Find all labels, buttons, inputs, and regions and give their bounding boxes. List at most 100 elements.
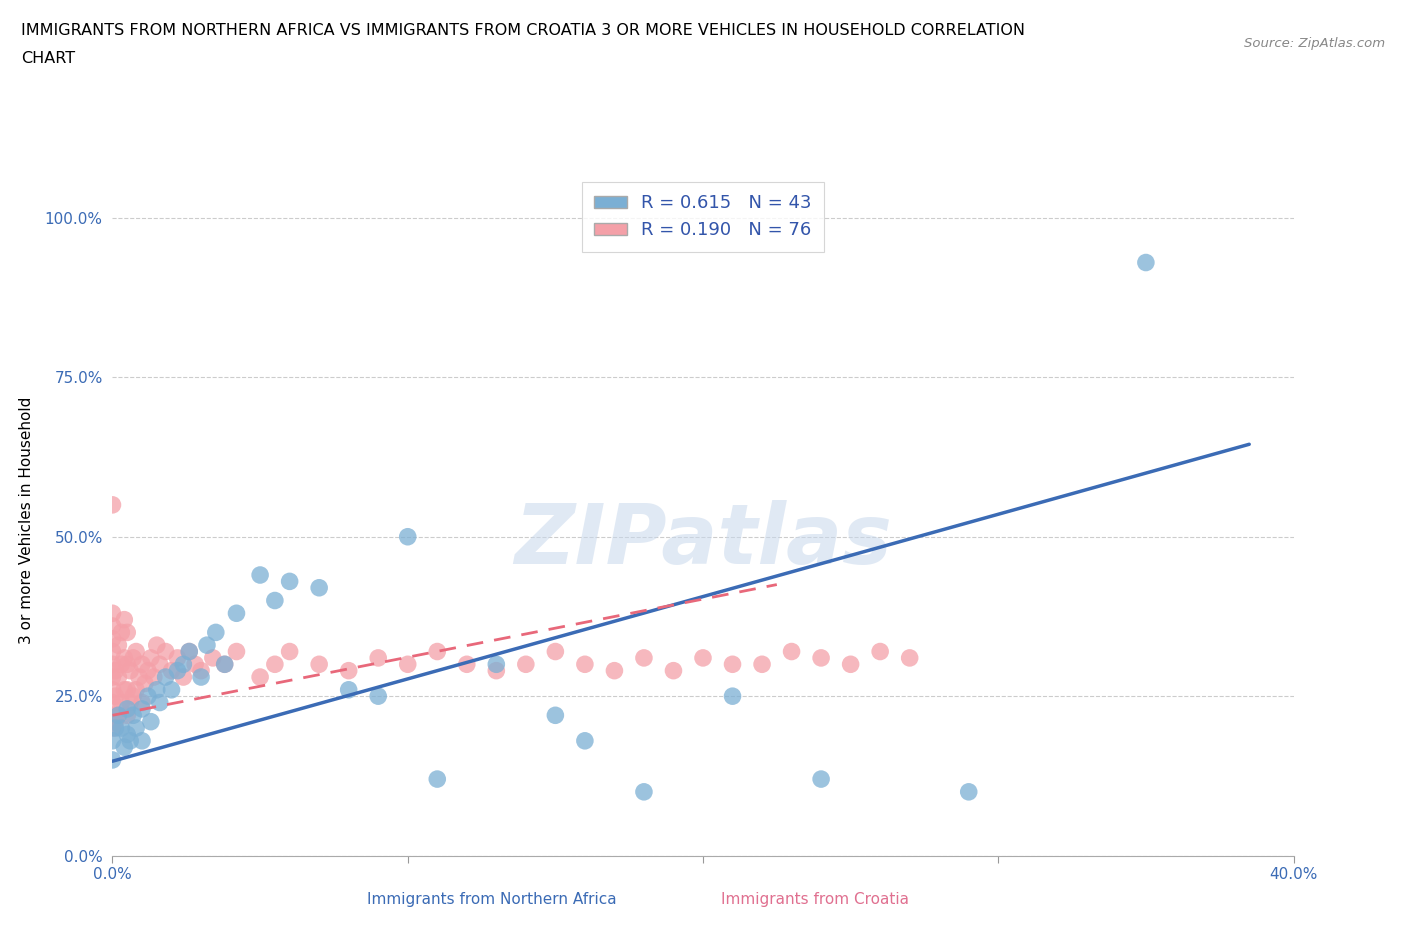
Point: [101, 618, 124, 633]
Point: [101, 734, 124, 749]
Point: [125, 644, 148, 659]
Point: [172, 657, 194, 671]
Point: [308, 580, 330, 595]
Point: [898, 650, 921, 665]
Point: [117, 625, 138, 640]
Point: [367, 650, 389, 665]
Point: [426, 644, 449, 659]
Point: [131, 701, 153, 716]
Point: [249, 670, 271, 684]
Point: [396, 657, 419, 671]
Point: [160, 683, 183, 698]
Point: [134, 676, 156, 691]
Point: [101, 670, 124, 684]
Point: [110, 695, 132, 710]
Point: [122, 650, 145, 665]
Point: [149, 657, 172, 671]
Text: Immigrants from Northern Africa: Immigrants from Northern Africa: [367, 892, 617, 907]
Point: [139, 714, 162, 729]
Point: [264, 657, 287, 671]
Text: Source: ZipAtlas.com: Source: ZipAtlas.com: [1244, 37, 1385, 50]
Point: [101, 721, 124, 736]
Point: [122, 689, 145, 704]
Point: [225, 644, 247, 659]
Point: [101, 683, 124, 698]
Point: [146, 638, 169, 653]
Point: [957, 784, 980, 799]
Point: [155, 644, 177, 659]
Point: [101, 631, 124, 646]
Point: [101, 657, 124, 671]
Point: [264, 593, 287, 608]
Point: [190, 670, 212, 684]
Point: [101, 708, 124, 723]
Point: [367, 689, 389, 704]
Point: [101, 498, 124, 512]
Point: [107, 670, 129, 684]
Point: [201, 650, 224, 665]
Point: [166, 650, 188, 665]
Point: [172, 670, 194, 684]
Point: [128, 670, 150, 684]
Point: [869, 644, 891, 659]
Point: [195, 638, 218, 653]
Text: CHART: CHART: [21, 51, 75, 66]
Point: [574, 657, 596, 671]
Point: [485, 663, 508, 678]
Point: [155, 670, 177, 684]
Point: [139, 650, 162, 665]
Legend: R = 0.615   N = 43, R = 0.190   N = 76: R = 0.615 N = 43, R = 0.190 N = 76: [582, 181, 824, 252]
Point: [107, 638, 129, 653]
Point: [112, 683, 135, 698]
Point: [426, 772, 449, 787]
Point: [692, 650, 714, 665]
Point: [603, 663, 626, 678]
Text: ZIPatlas: ZIPatlas: [515, 500, 891, 581]
Point: [120, 695, 142, 710]
Point: [117, 727, 138, 742]
Point: [839, 657, 862, 671]
Y-axis label: 3 or more Vehicles in Household: 3 or more Vehicles in Household: [18, 397, 34, 644]
Point: [278, 644, 301, 659]
Point: [112, 650, 135, 665]
Point: [396, 529, 419, 544]
Point: [112, 612, 135, 627]
Point: [485, 657, 508, 671]
Point: [101, 752, 124, 767]
Point: [104, 689, 127, 704]
Point: [112, 739, 135, 754]
Point: [117, 657, 138, 671]
Point: [101, 644, 124, 659]
Point: [117, 701, 138, 716]
Point: [337, 683, 360, 698]
Point: [125, 721, 148, 736]
Point: [190, 663, 212, 678]
Point: [810, 772, 832, 787]
Point: [104, 721, 127, 736]
Point: [214, 657, 236, 671]
Point: [810, 650, 832, 665]
Point: [131, 734, 153, 749]
Point: [104, 663, 127, 678]
Point: [249, 567, 271, 582]
Point: [110, 657, 132, 671]
Point: [131, 657, 153, 671]
Point: [120, 663, 142, 678]
Point: [225, 605, 247, 620]
Point: [780, 644, 803, 659]
Point: [101, 605, 124, 620]
Point: [160, 663, 183, 678]
Point: [205, 625, 228, 640]
Point: [179, 644, 201, 659]
Point: [131, 695, 153, 710]
Point: [146, 683, 169, 698]
Point: [142, 670, 165, 684]
Point: [1135, 255, 1157, 270]
Point: [544, 708, 567, 723]
Point: [456, 657, 478, 671]
Point: [107, 708, 129, 723]
Point: [166, 663, 188, 678]
Point: [544, 644, 567, 659]
Point: [214, 657, 236, 671]
Point: [136, 689, 159, 704]
